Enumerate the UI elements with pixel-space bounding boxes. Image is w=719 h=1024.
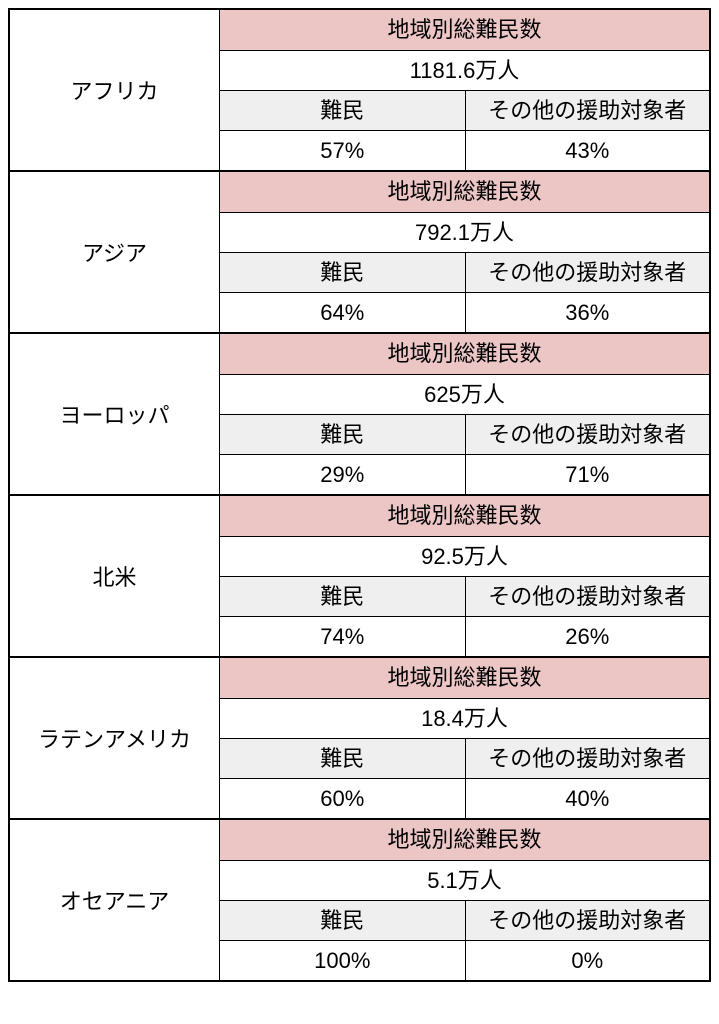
other-header-label: その他の援助対象者 <box>465 253 710 292</box>
category-header-row: 難民 その他の援助対象者 <box>220 414 709 454</box>
other-pct: 26% <box>465 617 710 656</box>
category-header-row: 難民 その他の援助対象者 <box>220 90 709 130</box>
refugee-pct: 60% <box>220 779 465 818</box>
region-data: 地域別総難民数 18.4万人 難民 その他の援助対象者 60% 40% <box>220 658 709 818</box>
total-value: 18.4万人 <box>220 699 709 738</box>
region-block: 北米 地域別総難民数 92.5万人 難民 その他の援助対象者 74% 26% <box>8 494 711 658</box>
total-value: 92.5万人 <box>220 537 709 576</box>
refugee-header-label: 難民 <box>220 901 465 940</box>
region-data: 地域別総難民数 792.1万人 難民 その他の援助対象者 64% 36% <box>220 172 709 332</box>
pct-value-row: 100% 0% <box>220 940 709 980</box>
region-name: 北米 <box>10 496 220 656</box>
region-block: アフリカ 地域別総難民数 1181.6万人 難民 その他の援助対象者 57% 4… <box>8 8 711 172</box>
total-header-row: 地域別総難民数 <box>220 820 709 860</box>
other-header-label: その他の援助対象者 <box>465 577 710 616</box>
total-value-row: 5.1万人 <box>220 860 709 900</box>
region-name: ラテンアメリカ <box>10 658 220 818</box>
total-value-row: 92.5万人 <box>220 536 709 576</box>
refugee-header-label: 難民 <box>220 415 465 454</box>
refugee-pct: 29% <box>220 455 465 494</box>
category-header-row: 難民 その他の援助対象者 <box>220 576 709 616</box>
other-pct: 71% <box>465 455 710 494</box>
category-header-row: 難民 その他の援助対象者 <box>220 738 709 778</box>
total-header-row: 地域別総難民数 <box>220 172 709 212</box>
total-value-row: 792.1万人 <box>220 212 709 252</box>
region-name: アフリカ <box>10 10 220 170</box>
total-value: 1181.6万人 <box>220 51 709 90</box>
total-header-label: 地域別総難民数 <box>220 172 709 212</box>
region-data: 地域別総難民数 1181.6万人 難民 その他の援助対象者 57% 43% <box>220 10 709 170</box>
refugee-pct: 74% <box>220 617 465 656</box>
refugee-header-label: 難民 <box>220 91 465 130</box>
pct-value-row: 74% 26% <box>220 616 709 656</box>
region-data: 地域別総難民数 5.1万人 難民 その他の援助対象者 100% 0% <box>220 820 709 980</box>
other-pct: 40% <box>465 779 710 818</box>
other-header-label: その他の援助対象者 <box>465 415 710 454</box>
total-header-row: 地域別総難民数 <box>220 334 709 374</box>
refugee-header-label: 難民 <box>220 253 465 292</box>
other-pct: 36% <box>465 293 710 332</box>
pct-value-row: 57% 43% <box>220 130 709 170</box>
other-pct: 0% <box>465 941 710 980</box>
region-name: アジア <box>10 172 220 332</box>
refugee-header-label: 難民 <box>220 739 465 778</box>
total-header-row: 地域別総難民数 <box>220 658 709 698</box>
other-header-label: その他の援助対象者 <box>465 901 710 940</box>
other-header-label: その他の援助対象者 <box>465 739 710 778</box>
region-data: 地域別総難民数 625万人 難民 その他の援助対象者 29% 71% <box>220 334 709 494</box>
refugee-region-table: アフリカ 地域別総難民数 1181.6万人 難民 その他の援助対象者 57% 4… <box>8 8 711 982</box>
pct-value-row: 60% 40% <box>220 778 709 818</box>
category-header-row: 難民 その他の援助対象者 <box>220 900 709 940</box>
region-block: ラテンアメリカ 地域別総難民数 18.4万人 難民 その他の援助対象者 60% … <box>8 656 711 820</box>
total-header-label: 地域別総難民数 <box>220 658 709 698</box>
total-value: 5.1万人 <box>220 861 709 900</box>
category-header-row: 難民 その他の援助対象者 <box>220 252 709 292</box>
pct-value-row: 64% 36% <box>220 292 709 332</box>
region-block: アジア 地域別総難民数 792.1万人 難民 その他の援助対象者 64% 36% <box>8 170 711 334</box>
refugee-header-label: 難民 <box>220 577 465 616</box>
pct-value-row: 29% 71% <box>220 454 709 494</box>
other-pct: 43% <box>465 131 710 170</box>
refugee-pct: 64% <box>220 293 465 332</box>
region-block: オセアニア 地域別総難民数 5.1万人 難民 その他の援助対象者 100% 0% <box>8 818 711 982</box>
total-header-label: 地域別総難民数 <box>220 496 709 536</box>
refugee-pct: 100% <box>220 941 465 980</box>
region-name: オセアニア <box>10 820 220 980</box>
total-value-row: 625万人 <box>220 374 709 414</box>
refugee-pct: 57% <box>220 131 465 170</box>
total-value-row: 18.4万人 <box>220 698 709 738</box>
region-block: ヨーロッパ 地域別総難民数 625万人 難民 その他の援助対象者 29% 71% <box>8 332 711 496</box>
total-header-label: 地域別総難民数 <box>220 334 709 374</box>
total-value: 625万人 <box>220 375 709 414</box>
total-header-label: 地域別総難民数 <box>220 10 709 50</box>
total-value: 792.1万人 <box>220 213 709 252</box>
other-header-label: その他の援助対象者 <box>465 91 710 130</box>
region-data: 地域別総難民数 92.5万人 難民 その他の援助対象者 74% 26% <box>220 496 709 656</box>
region-name: ヨーロッパ <box>10 334 220 494</box>
total-header-row: 地域別総難民数 <box>220 10 709 50</box>
total-header-label: 地域別総難民数 <box>220 820 709 860</box>
total-header-row: 地域別総難民数 <box>220 496 709 536</box>
total-value-row: 1181.6万人 <box>220 50 709 90</box>
